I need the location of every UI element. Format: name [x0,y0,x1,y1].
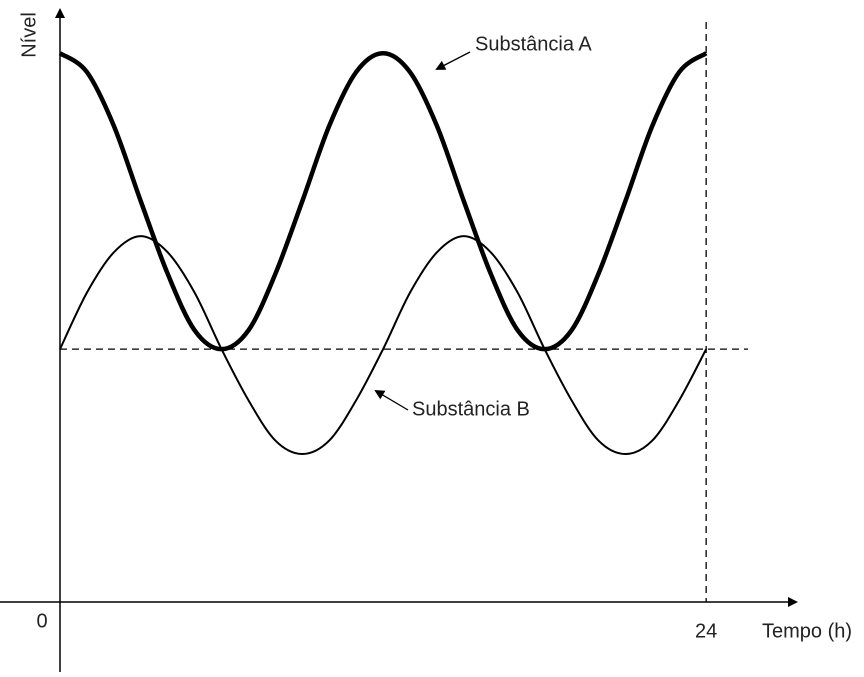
annotation-arrow [374,389,409,411]
x-tick-label: 24 [695,620,717,642]
data-line [59,235,708,456]
x-axis-label: Tempo (h) [762,620,852,642]
y-axis-label: Nível [18,12,40,58]
series-label: Substância B [412,398,530,420]
x-tick-label: 0 [36,610,47,632]
series-label: Substância A [475,33,592,55]
annotation-arrow [435,51,471,70]
data-line [58,50,708,352]
